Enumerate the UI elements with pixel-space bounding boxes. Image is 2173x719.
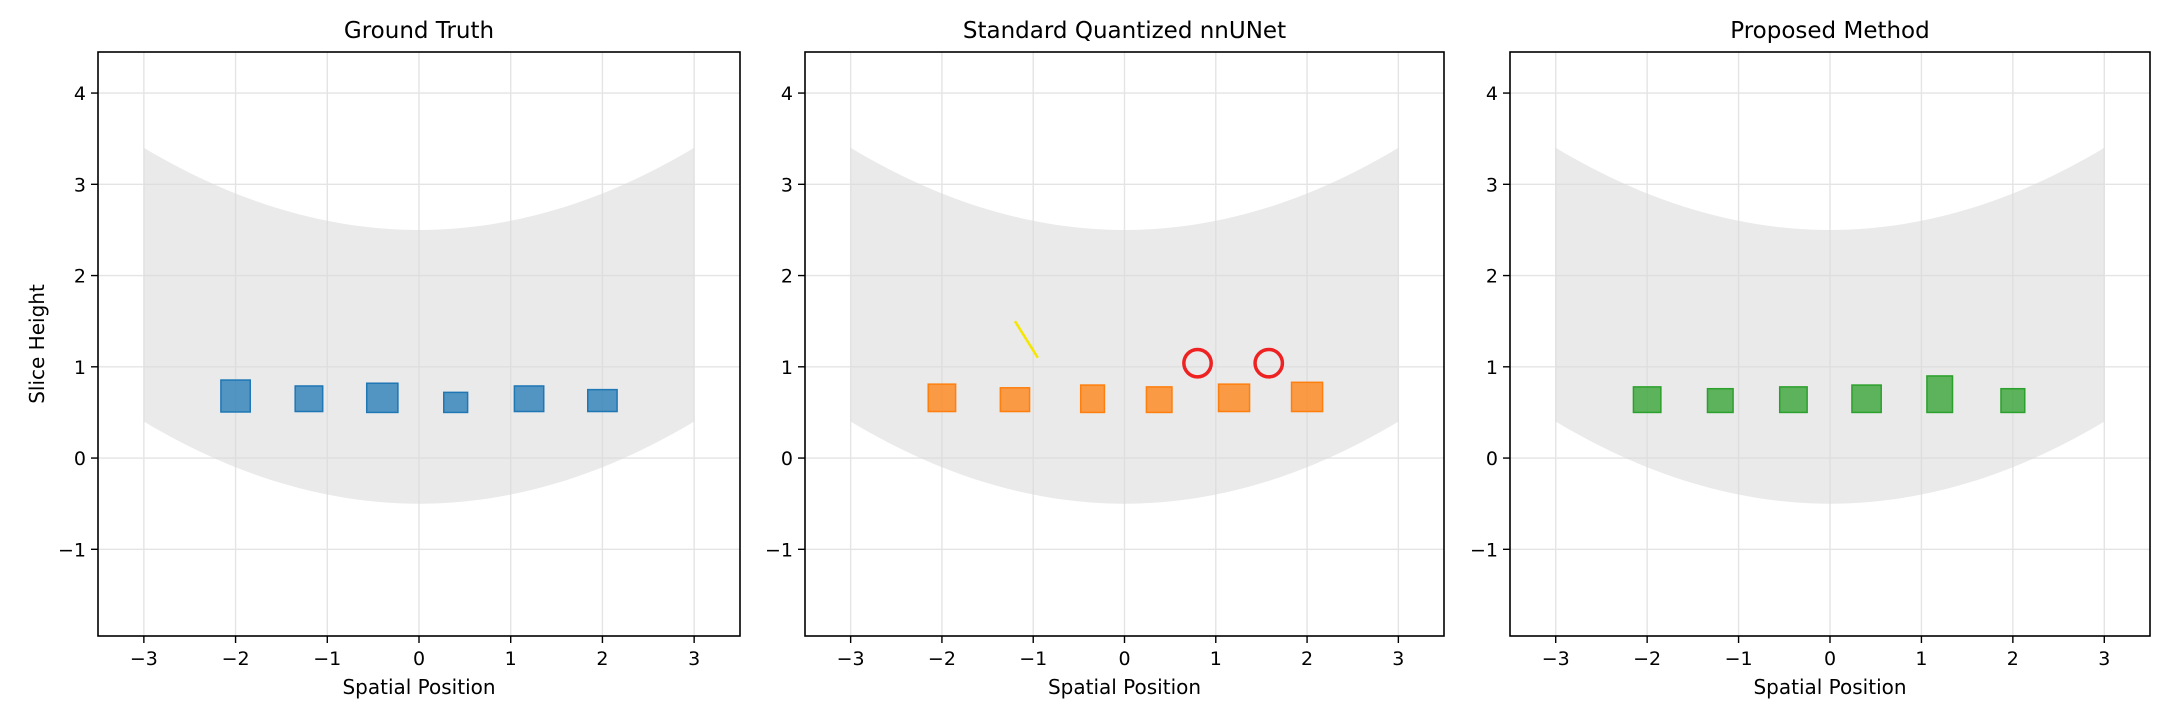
y-tick-label: 1 bbox=[74, 357, 86, 379]
y-tick-label: 3 bbox=[1486, 174, 1498, 196]
marker-3 bbox=[443, 391, 469, 414]
marker-1 bbox=[294, 385, 324, 413]
marker-5 bbox=[2000, 387, 2026, 414]
marker-2 bbox=[1079, 384, 1106, 414]
x-tick-label: −1 bbox=[313, 648, 341, 670]
x-tick-label: 0 bbox=[413, 648, 425, 670]
x-tick-label: 1 bbox=[505, 648, 517, 670]
y-tick-label: 3 bbox=[781, 174, 793, 196]
x-tick-label: −2 bbox=[1633, 648, 1661, 670]
x-tick-label: 0 bbox=[1824, 648, 1836, 670]
x-axis-label: Spatial Position bbox=[1753, 675, 1906, 699]
panel-standard-quantized-nnunet: −3 −2 −1 0 1 2 3 −1 0 1 2 3 4 Standard Quantized nnUN… bbox=[765, 18, 1445, 699]
marker-1 bbox=[999, 387, 1031, 413]
chart-title: Ground Truth bbox=[344, 18, 494, 44]
y-tick-label: 2 bbox=[1486, 266, 1498, 288]
uncertainty-band bbox=[1555, 147, 2105, 504]
x-tick-label: 2 bbox=[596, 648, 608, 670]
uncertainty-band bbox=[143, 147, 695, 504]
chart-title: Proposed Method bbox=[1730, 18, 1929, 44]
marker-4 bbox=[513, 385, 545, 413]
y-tick-label: −1 bbox=[58, 539, 86, 561]
x-tick-label: −1 bbox=[1019, 648, 1047, 670]
marker-0 bbox=[927, 383, 957, 413]
marker-0 bbox=[1632, 386, 1662, 414]
y-tick-label: 0 bbox=[781, 448, 793, 470]
y-tick-label: 1 bbox=[1486, 357, 1498, 379]
y-tick-label: 4 bbox=[781, 83, 793, 105]
x-tick-label: −2 bbox=[222, 648, 250, 670]
x-tick-label: −3 bbox=[1542, 648, 1570, 670]
highlight-circle-0 bbox=[1182, 347, 1213, 379]
panel-ground-truth: −3 −2 −1 0 1 2 3 −1 0 1 2 3 4 Ground Truth Spatial Pos… bbox=[25, 18, 741, 699]
marker-5 bbox=[587, 388, 618, 413]
x-tick-label: 1 bbox=[1210, 648, 1222, 670]
panel-proposed-method: −3 −2 −1 0 1 2 3 −1 0 1 2 3 4 Proposed Method Spatial … bbox=[1470, 18, 2151, 699]
marker-5 bbox=[1290, 381, 1324, 413]
x-tick-label: −1 bbox=[1725, 648, 1753, 670]
x-tick-label: −3 bbox=[837, 648, 865, 670]
x-tick-label: 2 bbox=[2007, 648, 2019, 670]
x-tick-label: 3 bbox=[688, 648, 700, 670]
x-tick-label: 0 bbox=[1118, 648, 1130, 670]
x-tick-label: 2 bbox=[1301, 648, 1313, 670]
highlight-circle-1 bbox=[1253, 347, 1285, 379]
y-tick-label: 2 bbox=[781, 266, 793, 288]
marker-2 bbox=[365, 382, 399, 414]
marker-4 bbox=[1926, 375, 1954, 414]
x-tick-label: 3 bbox=[2098, 648, 2110, 670]
marker-3 bbox=[1851, 384, 1882, 414]
y-axis-label: Slice Height bbox=[25, 284, 49, 404]
y-tick-label: 4 bbox=[74, 83, 86, 105]
y-tick-label: −1 bbox=[1470, 539, 1498, 561]
y-tick-label: 0 bbox=[74, 448, 86, 470]
marker-2 bbox=[1778, 386, 1808, 414]
marker-3 bbox=[1145, 386, 1173, 414]
y-tick-label: −1 bbox=[765, 539, 793, 561]
y-tick-label: 0 bbox=[1486, 448, 1498, 470]
marker-4 bbox=[1217, 383, 1251, 413]
marker-0 bbox=[220, 379, 251, 413]
marker-1 bbox=[1706, 387, 1734, 414]
x-axis-label: Spatial Position bbox=[342, 675, 495, 699]
chart-title: Standard Quantized nnUNet bbox=[963, 18, 1286, 44]
x-axis-label: Spatial Position bbox=[1048, 675, 1201, 699]
y-tick-label: 4 bbox=[1486, 83, 1498, 105]
y-tick-label: 1 bbox=[781, 357, 793, 379]
x-tick-label: −2 bbox=[928, 648, 956, 670]
uncertainty-band bbox=[850, 147, 1399, 504]
y-tick-label: 2 bbox=[74, 266, 86, 288]
highlight-stroke-2 bbox=[1013, 320, 1039, 359]
x-tick-label: 3 bbox=[1392, 648, 1404, 670]
y-tick-label: 3 bbox=[74, 174, 86, 196]
x-tick-label: −3 bbox=[130, 648, 158, 670]
x-tick-label: 1 bbox=[1915, 648, 1927, 670]
